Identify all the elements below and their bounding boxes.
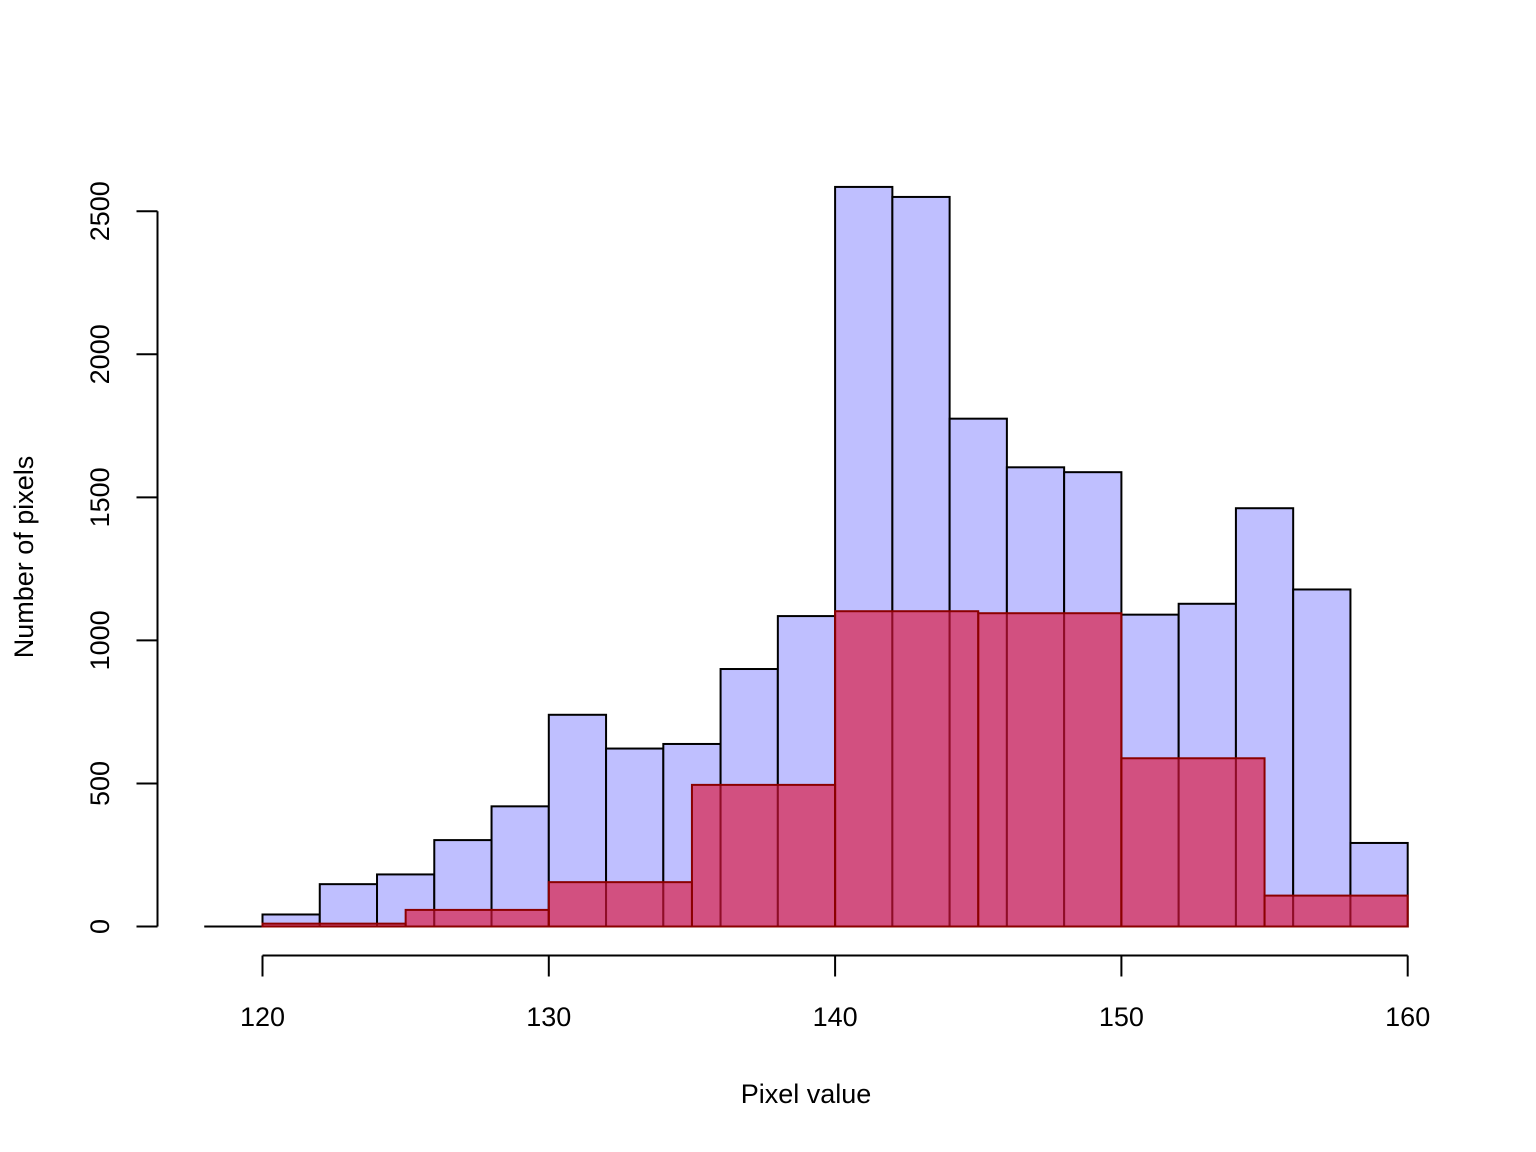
y-tick-label-2000: 2000 bbox=[85, 324, 115, 384]
y-axis: 0 500 1000 1500 2000 2500 bbox=[85, 181, 159, 934]
y-tick-label-1000: 1000 bbox=[85, 610, 115, 670]
y-tick-label-500: 500 bbox=[85, 761, 115, 806]
x-tick-label-130: 130 bbox=[526, 1002, 571, 1032]
y-tick-label-0: 0 bbox=[85, 919, 115, 934]
x-tick-label-140: 140 bbox=[813, 1002, 858, 1032]
x-axis: 120 130 140 150 160 bbox=[240, 954, 1430, 1032]
red-bar-1 bbox=[404, 908, 550, 928]
blue-bar-19 bbox=[1292, 588, 1352, 928]
blue-bar-5 bbox=[490, 805, 550, 928]
red-bar-7 bbox=[1263, 894, 1409, 928]
blue-bar-2 bbox=[318, 883, 379, 928]
x-axis-label: Pixel value bbox=[741, 1079, 872, 1109]
red-bar-6 bbox=[1120, 757, 1266, 928]
red-bar-3 bbox=[690, 783, 837, 928]
x-tick-label-120: 120 bbox=[240, 1002, 285, 1032]
red-bar-2 bbox=[547, 881, 693, 928]
red-bar-5 bbox=[977, 612, 1123, 928]
red-bar-0 bbox=[261, 922, 407, 928]
series-red-bars bbox=[261, 610, 1409, 928]
y-tick-label-2500: 2500 bbox=[85, 181, 115, 241]
x-tick-label-150: 150 bbox=[1099, 1002, 1144, 1032]
red-bar-4 bbox=[834, 610, 980, 928]
x-tick-label-160: 160 bbox=[1385, 1002, 1430, 1032]
y-tick-label-1500: 1500 bbox=[85, 467, 115, 527]
y-axis-label: Number of pixels bbox=[9, 456, 39, 659]
